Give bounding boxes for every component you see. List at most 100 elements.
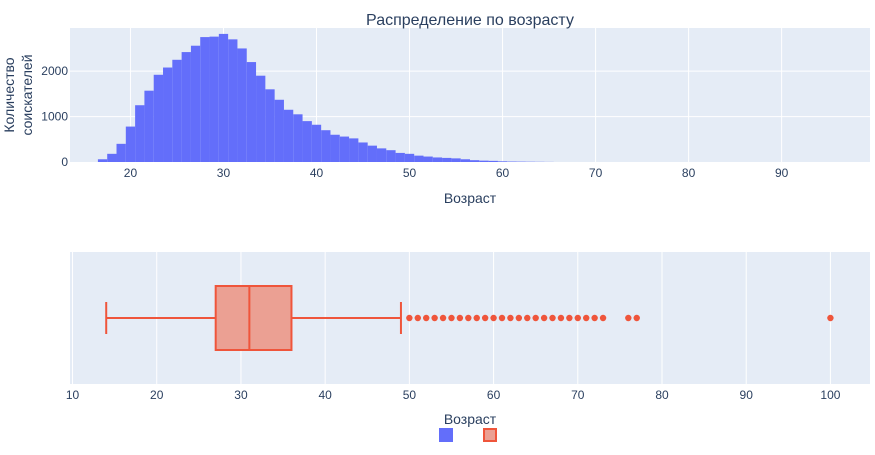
legend	[440, 429, 496, 441]
outlier-point[interactable]	[499, 315, 505, 321]
histogram-bar[interactable]	[377, 148, 386, 162]
histogram-bar[interactable]	[470, 160, 479, 162]
outlier-point[interactable]	[634, 315, 640, 321]
histogram-y-tick-label: 2000	[41, 64, 68, 78]
histogram-bar[interactable]	[340, 137, 349, 162]
outlier-point[interactable]	[406, 315, 412, 321]
legend-swatch[interactable]	[484, 429, 496, 441]
histogram-bar[interactable]	[126, 127, 135, 162]
histogram-bar[interactable]	[284, 110, 293, 162]
histogram-bar[interactable]	[210, 37, 219, 162]
outlier-point[interactable]	[490, 315, 496, 321]
outlier-point[interactable]	[625, 315, 631, 321]
outlier-point[interactable]	[575, 315, 581, 321]
histogram-x-axis-title: Возраст	[444, 190, 497, 206]
histogram-bar[interactable]	[442, 158, 451, 162]
histogram-y-tick-label: 1000	[41, 110, 68, 124]
histogram-bar[interactable]	[396, 153, 405, 162]
boxplot-x-tick-label: 30	[234, 388, 248, 402]
outlier-point[interactable]	[448, 315, 454, 321]
histogram-bar[interactable]	[172, 60, 181, 162]
outlier-point[interactable]	[415, 315, 421, 321]
histogram-bar[interactable]	[200, 37, 209, 162]
outlier-point[interactable]	[541, 315, 547, 321]
histogram-bar[interactable]	[107, 154, 116, 162]
y-axis-title-line-1: Количество	[1, 57, 17, 132]
histogram-bar[interactable]	[163, 68, 172, 162]
histogram-bar[interactable]	[275, 100, 284, 162]
legend-swatch[interactable]	[440, 429, 452, 441]
boxplot-x-tick-label: 90	[740, 388, 754, 402]
outlier-point[interactable]	[423, 315, 429, 321]
histogram-bar[interactable]	[498, 161, 507, 162]
outlier-point[interactable]	[431, 315, 437, 321]
histogram-bar[interactable]	[98, 159, 107, 162]
histogram-bar[interactable]	[135, 105, 144, 162]
histogram-bar[interactable]	[237, 48, 246, 162]
boxplot-x-axis-title: Возраст	[444, 411, 497, 427]
outlier-point[interactable]	[532, 315, 538, 321]
histogram-bar[interactable]	[330, 135, 339, 162]
outlier-point[interactable]	[482, 315, 488, 321]
outlier-point[interactable]	[591, 315, 597, 321]
outlier-point[interactable]	[583, 315, 589, 321]
outlier-point[interactable]	[558, 315, 564, 321]
histogram-bar[interactable]	[293, 114, 302, 162]
boxplot-x-tick-label: 50	[403, 388, 417, 402]
boxplot-x-tick-label: 80	[655, 388, 669, 402]
histogram-bar[interactable]	[303, 121, 312, 162]
outlier-point[interactable]	[457, 315, 463, 321]
histogram-bar[interactable]	[219, 34, 228, 162]
histogram-bar[interactable]	[349, 138, 358, 162]
outlier-point[interactable]	[600, 315, 606, 321]
outlier-point[interactable]	[516, 315, 522, 321]
histogram-x-tick-label: 40	[310, 166, 324, 180]
histogram-bar[interactable]	[191, 46, 200, 162]
interquartile-box[interactable]	[216, 286, 292, 350]
outlier-point[interactable]	[465, 315, 471, 321]
outlier-point[interactable]	[507, 315, 513, 321]
boxplot-x-tick-label: 70	[571, 388, 585, 402]
boxplot-x-tick-label: 20	[150, 388, 164, 402]
histogram-bar[interactable]	[461, 159, 470, 162]
histogram-bar[interactable]	[386, 150, 395, 162]
histogram-bar[interactable]	[479, 161, 488, 162]
histogram-x-tick-label: 20	[124, 166, 138, 180]
histogram-x-tick-label: 50	[403, 166, 417, 180]
histogram-x-tick-label: 60	[496, 166, 510, 180]
histogram-bar[interactable]	[182, 52, 191, 162]
outlier-point[interactable]	[440, 315, 446, 321]
histogram-bar[interactable]	[312, 125, 321, 162]
histogram-x-tick-label: 90	[775, 166, 789, 180]
histogram-bar[interactable]	[265, 89, 274, 162]
histogram-bar[interactable]	[451, 158, 460, 162]
histogram-bar[interactable]	[368, 146, 377, 162]
histogram-bar[interactable]	[154, 75, 163, 162]
histogram-bar[interactable]	[489, 161, 498, 162]
histogram-bar[interactable]	[247, 62, 256, 162]
histogram-y-tick-label: 0	[61, 155, 68, 169]
histogram-bar[interactable]	[256, 76, 265, 162]
boxplot-x-tick-label: 60	[487, 388, 501, 402]
histogram-bar[interactable]	[117, 144, 126, 162]
histogram-bar[interactable]	[358, 142, 367, 162]
histogram-bar[interactable]	[144, 91, 153, 162]
histogram-bar[interactable]	[321, 130, 330, 162]
outlier-point[interactable]	[827, 315, 833, 321]
outlier-point[interactable]	[524, 315, 530, 321]
outlier-point[interactable]	[549, 315, 555, 321]
histogram-x-tick-label: 70	[589, 166, 603, 180]
histogram-bar[interactable]	[405, 154, 414, 162]
histogram-bar[interactable]	[433, 157, 442, 162]
outlier-point[interactable]	[474, 315, 480, 321]
histogram-bar[interactable]	[414, 156, 423, 162]
histogram-bar[interactable]	[423, 157, 432, 162]
outlier-point[interactable]	[566, 315, 572, 321]
histogram-bar[interactable]	[228, 39, 237, 162]
boxplot-x-tick-label: 40	[318, 388, 332, 402]
boxplot-x-tick-label: 10	[66, 388, 80, 402]
